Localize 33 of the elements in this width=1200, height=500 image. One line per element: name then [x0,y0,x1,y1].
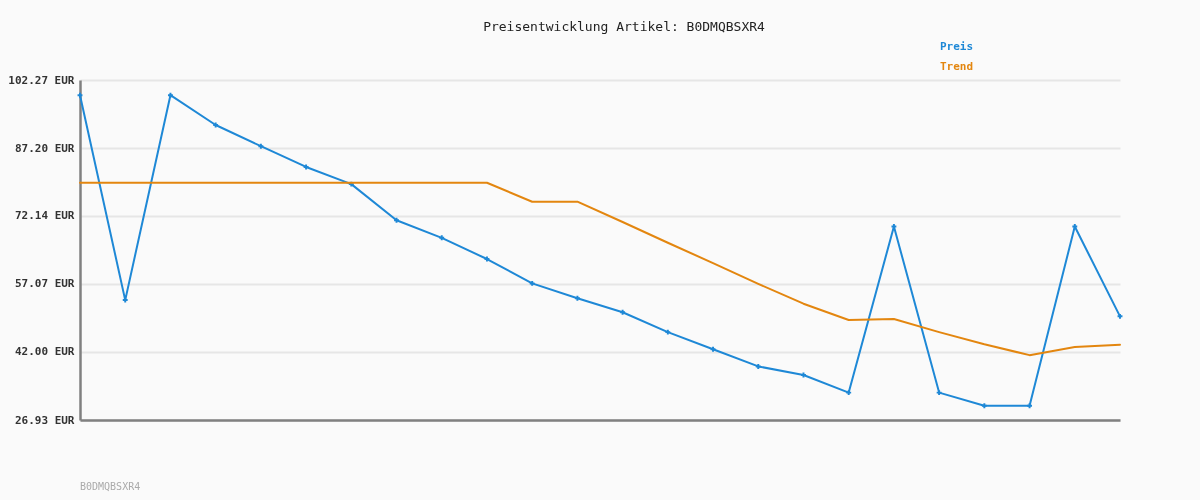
point [258,143,264,149]
point [755,363,761,369]
point [1027,403,1033,409]
point [213,122,219,128]
point [439,235,445,241]
y-tick-label: 26.93 EUR [14,413,75,427]
text: Preis [940,40,974,53]
point [891,224,897,229]
point [77,92,83,98]
point [665,329,671,335]
point [1117,313,1123,319]
text: Trend [940,60,974,73]
point [574,295,580,301]
point [1072,224,1078,229]
point [936,390,942,396]
point [846,390,852,396]
point [529,280,535,286]
y-tick-label: 72.14 EUR [14,209,75,223]
line-series [79,181,1121,357]
y-tick-label: 102.27 EUR [8,73,75,87]
point [303,164,309,170]
point [981,403,987,409]
point [394,217,399,223]
point [710,346,716,352]
y-tick-label: 87.20 EUR [14,141,75,155]
point [167,92,173,98]
y-tick-label: 57.07 EUR [14,277,75,291]
point [620,309,626,315]
point [122,297,128,303]
text: B0DMQBSXR4 [80,481,141,492]
chart-title: Preisentwicklung Artikel: B0DMQBSXR4 [483,19,766,34]
point [801,372,806,378]
y-tick-label: 42.00 EUR [14,345,75,359]
